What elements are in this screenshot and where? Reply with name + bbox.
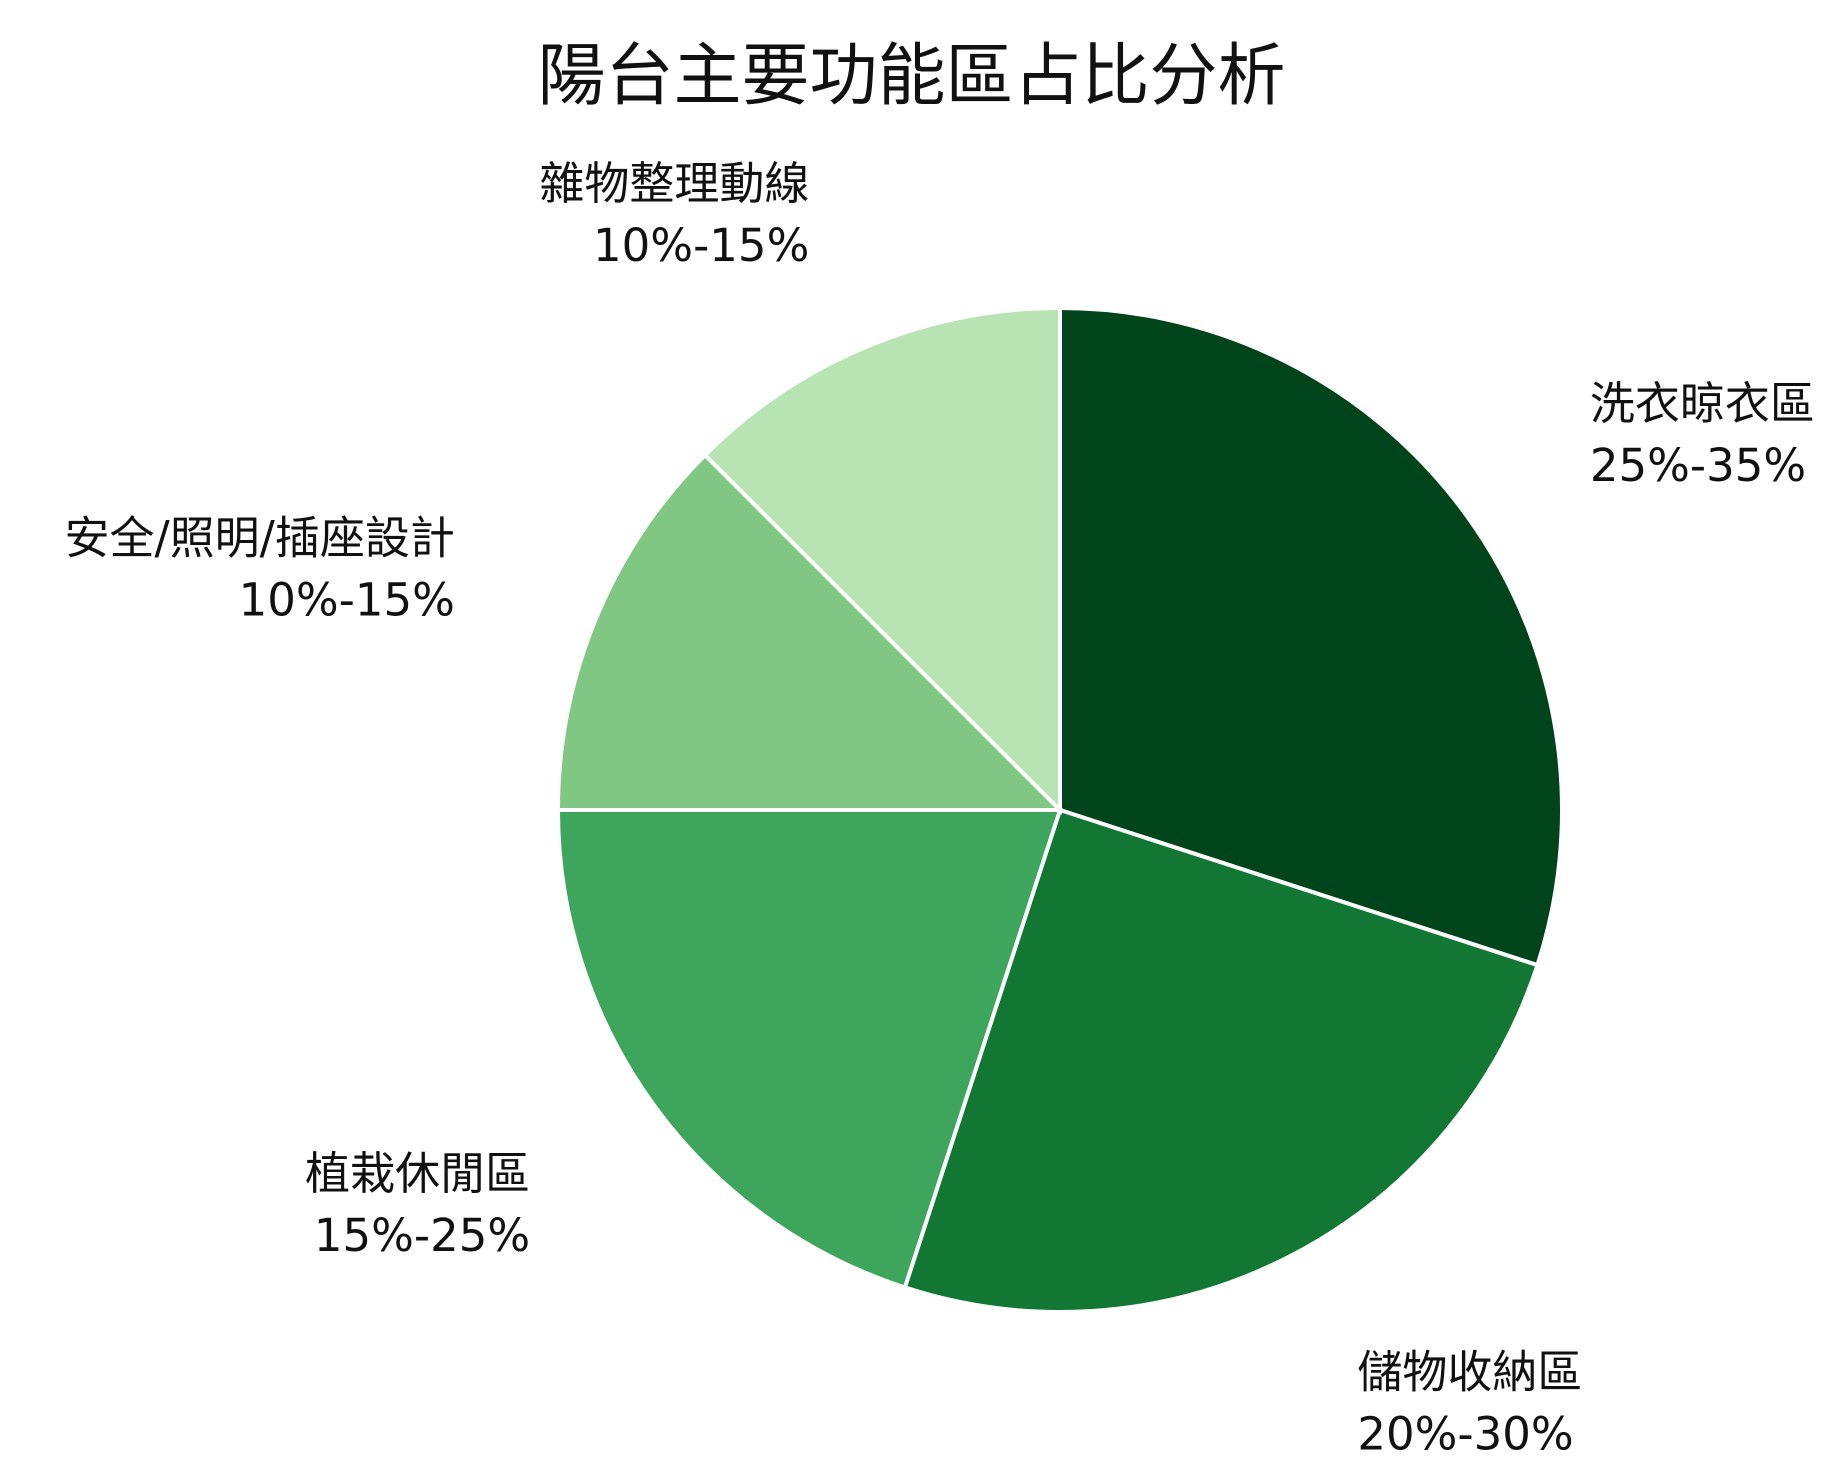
- slice-value-label-1: 20%-30%: [1357, 1408, 1573, 1461]
- chart-title: 陽台主要功能區占比分析: [537, 37, 1286, 116]
- pie-slice-2: [555, 808, 1063, 1290]
- pie-slice-3: [555, 452, 1065, 812]
- slice-label-3: 安全/照明/插座設計: [65, 511, 455, 564]
- slice-label-1: 儲物收納區: [1357, 1346, 1582, 1399]
- pie-slice-4: [702, 305, 1062, 815]
- pie-slice-1: [902, 807, 1540, 1314]
- slice-label-4: 雜物整理動線: [539, 157, 809, 210]
- slice-value-label-0: 25%-35%: [1590, 439, 1806, 492]
- slice-value-label-4: 10%-15%: [593, 219, 809, 272]
- slice-value-label-2: 15%-25%: [314, 1209, 530, 1262]
- pie-slice-0: [1058, 305, 1564, 968]
- slice-label-2: 植栽休閒區: [305, 1147, 530, 1200]
- slice-value-label-3: 10%-15%: [239, 573, 455, 626]
- slice-label-0: 洗衣晾衣區: [1590, 377, 1815, 430]
